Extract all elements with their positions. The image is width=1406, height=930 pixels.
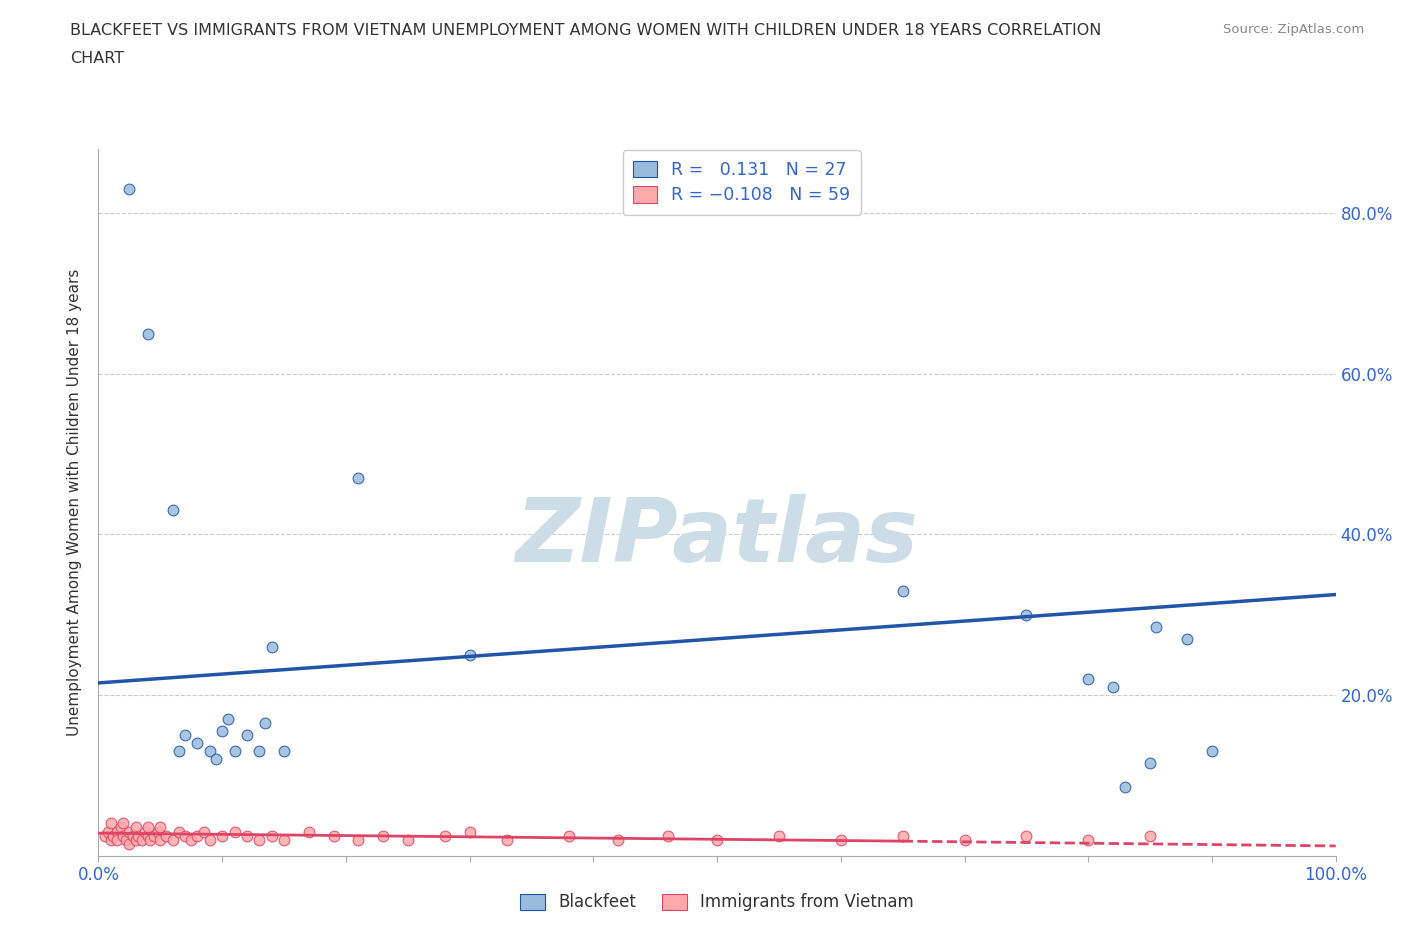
Point — [260, 828, 283, 843]
Point — [131, 832, 153, 847]
Point — [273, 832, 295, 847]
Point — [396, 832, 419, 847]
Text: Source: ZipAtlas.com: Source: ZipAtlas.com — [1223, 23, 1364, 36]
Point — [1077, 671, 1099, 686]
Point — [105, 824, 128, 839]
Point — [124, 832, 146, 847]
Point — [1114, 780, 1136, 795]
Point — [830, 832, 852, 847]
Point — [118, 824, 141, 839]
Point — [458, 824, 481, 839]
Point — [236, 828, 259, 843]
Point — [136, 820, 159, 835]
Point — [347, 832, 370, 847]
Point — [205, 751, 228, 766]
Point — [953, 832, 976, 847]
Point — [371, 828, 394, 843]
Text: BLACKFEET VS IMMIGRANTS FROM VIETNAM UNEMPLOYMENT AMONG WOMEN WITH CHILDREN UNDE: BLACKFEET VS IMMIGRANTS FROM VIETNAM UNE… — [70, 23, 1102, 38]
Point — [112, 828, 135, 843]
Text: ZIPatlas: ZIPatlas — [516, 494, 918, 581]
Point — [127, 828, 149, 843]
Point — [124, 820, 146, 835]
Point — [103, 828, 125, 843]
Point — [136, 326, 159, 341]
Point — [247, 832, 270, 847]
Point — [146, 824, 169, 839]
Point — [97, 824, 120, 839]
Legend: Blackfeet, Immigrants from Vietnam: Blackfeet, Immigrants from Vietnam — [513, 886, 921, 918]
Point — [139, 832, 162, 847]
Point — [155, 828, 177, 843]
Point — [149, 832, 172, 847]
Point — [143, 828, 166, 843]
Point — [706, 832, 728, 847]
Point — [298, 824, 321, 839]
Point — [1144, 619, 1167, 634]
Text: CHART: CHART — [70, 51, 124, 66]
Point — [891, 583, 914, 598]
Point — [1139, 756, 1161, 771]
Point — [347, 471, 370, 485]
Point — [134, 824, 156, 839]
Point — [224, 824, 246, 839]
Point — [458, 647, 481, 662]
Point — [1015, 607, 1038, 622]
Point — [1139, 828, 1161, 843]
Point — [174, 828, 197, 843]
Point — [118, 181, 141, 196]
Point — [198, 832, 221, 847]
Point — [273, 744, 295, 759]
Point — [322, 828, 344, 843]
Point — [254, 716, 277, 731]
Point — [1102, 680, 1125, 695]
Point — [224, 744, 246, 759]
Point — [167, 824, 190, 839]
Point — [1015, 828, 1038, 843]
Point — [186, 828, 208, 843]
Point — [1201, 744, 1223, 759]
Point — [112, 816, 135, 830]
Point — [607, 832, 630, 847]
Point — [217, 711, 239, 726]
Point — [186, 736, 208, 751]
Point — [167, 744, 190, 759]
Point — [114, 832, 136, 847]
Point — [110, 820, 132, 835]
Point — [174, 727, 197, 742]
Point — [433, 828, 456, 843]
Point — [100, 832, 122, 847]
Point — [768, 828, 790, 843]
Point — [247, 744, 270, 759]
Point — [495, 832, 517, 847]
Point — [100, 816, 122, 830]
Point — [236, 727, 259, 742]
Point — [180, 832, 202, 847]
Point — [557, 828, 579, 843]
Y-axis label: Unemployment Among Women with Children Under 18 years: Unemployment Among Women with Children U… — [67, 269, 83, 736]
Point — [1077, 832, 1099, 847]
Point — [1175, 631, 1198, 646]
Point — [93, 828, 115, 843]
Point — [149, 820, 172, 835]
Point — [118, 836, 141, 851]
Point — [891, 828, 914, 843]
Point — [657, 828, 679, 843]
Point — [193, 824, 215, 839]
Point — [136, 828, 159, 843]
Point — [211, 724, 233, 738]
Point — [105, 832, 128, 847]
Point — [260, 639, 283, 654]
Point — [162, 503, 184, 518]
Point — [122, 828, 145, 843]
Point — [211, 828, 233, 843]
Point — [162, 832, 184, 847]
Point — [198, 744, 221, 759]
